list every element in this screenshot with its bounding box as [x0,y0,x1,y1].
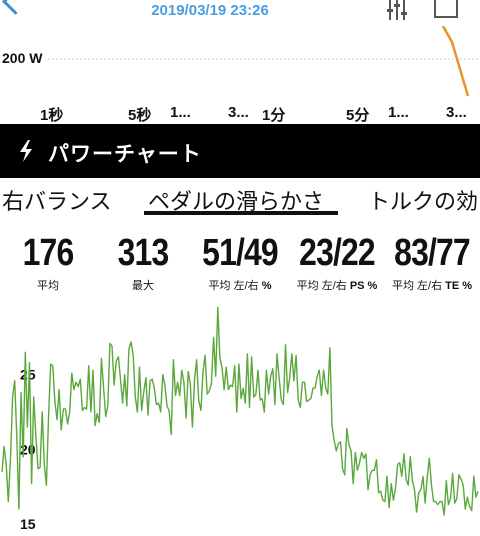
mini-x-tick-label: 3... [228,104,249,121]
stat-value: 176 [22,232,75,274]
section-title: パワーチャート [48,143,202,166]
stat-value: 83/77 [394,232,471,274]
metric-tabs: 右バランス ペダルの滑らかさ トルクの効 [0,180,480,220]
section-bar [0,124,480,178]
mini-x-tick-label: 1... [388,104,409,121]
y-tick-label: 15 [20,516,36,532]
stat-label: 平均 左/右 TE % [391,280,473,292]
mini-x-tick-label: 1分 [262,107,286,124]
y-tick-label: 25 [20,367,36,383]
stat-value: 313 [117,232,170,274]
stat-value: 51/49 [202,232,279,274]
power-curve-mini-chart: 200 W 1秒 5秒 1... 3... 1分 5分 1... 3... [0,26,480,124]
series-line-pedal-smoothness [1,306,479,516]
mini-chart-canvas [48,26,480,97]
mini-x-tick-label: 5分 [346,107,370,124]
mini-x-tick-label: 1秒 [40,107,64,124]
tab-pedal-smoothness[interactable]: ペダルの滑らかさ [148,189,325,214]
header-bar: 2019/03/19 23:26 [0,0,480,26]
export-icon[interactable] [434,0,458,18]
activity-date: 2019/03/19 23:26 [151,2,269,19]
stat-label: 平均 左/右 % [208,280,272,292]
lightning-bolt-icon [20,140,32,162]
stat-label: 平均 [37,280,59,292]
mini-y-label: 200 W [2,50,43,66]
filter-sliders-icon[interactable] [386,0,408,20]
mini-x-tick-label: 5秒 [128,107,152,124]
mini-power-line [441,26,470,97]
stat-value: 23/22 [299,232,376,274]
active-tab-indicator [144,211,338,215]
tab-right-balance[interactable]: 右バランス [2,189,112,214]
stat-label: 最大 [132,280,154,292]
tab-torque-effectiveness[interactable]: トルクの効 [368,189,479,214]
mini-x-tick-label: 3... [446,104,467,121]
mini-x-tick-label: 1... [170,104,191,121]
stat-label: 平均 左/右 PS % [296,280,378,292]
